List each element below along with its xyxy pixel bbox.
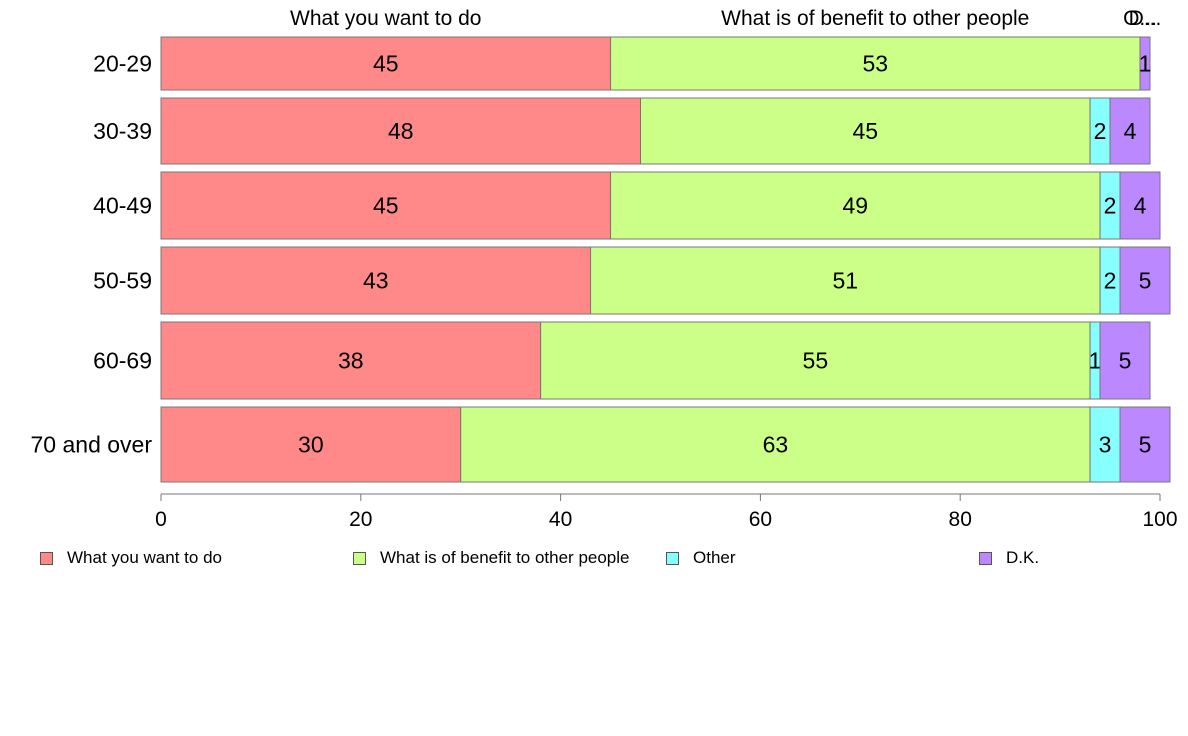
data-label: 55 [803,348,829,374]
bar-40-49-what-you-want-to-do [160,171,612,240]
data-label: 53 [862,51,888,77]
legend-swatch [979,551,992,565]
category-label-60-69: 60-69 [93,348,152,374]
data-label: 4 [1134,193,1147,219]
data-label: 43 [363,268,389,294]
bar-30-39-what-is-of-benefit-to-other-people [640,97,1091,165]
legend-label: What is of benefit to other people [380,548,630,567]
data-label: 2 [1104,193,1117,219]
data-label: 45 [373,193,399,219]
legend-item-what-is-of-benefit-to-other-people: What is of benefit to other people [353,548,630,568]
top-label-what-you-want-to-do: What you want to do [290,7,481,30]
bar-70-and-over-what-is-of-benefit-to-other-people [460,406,1091,483]
bars: 45 53 148 45 2 445 49 2 443 51 2 538 55 1 530 63 3 5 [160,36,1171,483]
legend-swatch [353,551,366,565]
data-label: 38 [338,348,364,374]
x-tick-label: 80 [949,508,972,531]
data-label: 45 [852,118,878,144]
top-label-what-is-of-benefit-to-other-people: What is of benefit to other people [721,7,1029,30]
data-label: 1 [1139,51,1152,77]
legend-item-other: Other [666,548,736,568]
legend-swatch [40,551,53,565]
bar-60-69-what-you-want-to-do [160,321,542,400]
top-label-d-k: D... [1129,7,1162,30]
bar-60-69-d-k [1099,321,1151,400]
data-label: 49 [843,193,869,219]
bar-50-59-what-is-of-benefit-to-other-people [590,246,1101,315]
legend-label: D.K. [1006,548,1040,567]
bar-50-59-d-k [1119,246,1171,315]
data-label: 2 [1104,268,1117,294]
legend-item-what-you-want-to-do: What you want to do [40,548,222,568]
bar-30-39-what-you-want-to-do [160,97,642,165]
bar-70-and-over-what-you-want-to-do [160,406,462,483]
data-label: 5 [1139,432,1152,458]
data-label: 30 [298,432,324,458]
data-label: 45 [373,51,399,77]
top-label-other: O... [1123,7,1157,30]
x-tick-label: 20 [349,508,372,531]
data-label: 1 [1089,348,1102,374]
bar-30-39-d-k [1109,97,1151,165]
bar-50-59-what-you-want-to-do [160,246,592,315]
data-label: 3 [1099,432,1112,458]
category-labels: 20-29 30-39 40-49 50-59 60-69 70 and over [31,51,153,458]
category-label-20-29: 20-29 [93,51,152,77]
data-label: 63 [763,432,789,458]
category-label-70-and-over: 70 and over [31,432,153,458]
data-label: 5 [1139,268,1152,294]
legend-label: Other [693,548,736,567]
x-tick-label: 40 [549,508,572,531]
top-segment-labels: What you want to do What is of benefit to… [290,7,1161,30]
x-tick-label: 60 [749,508,772,531]
bar-70-and-over-other [1089,406,1121,483]
bar-20-29-d-k [1139,36,1151,91]
data-label: 5 [1119,348,1132,374]
category-label-50-59: 50-59 [93,268,152,294]
bar-20-29-what-is-of-benefit-to-other-people [610,36,1141,91]
bar-40-49-d-k [1119,171,1161,240]
data-label: 2 [1094,118,1107,144]
data-label: 51 [833,268,859,294]
legend-item-d-k: D.K. [979,548,1039,568]
bar-40-49-what-is-of-benefit-to-other-people [610,171,1101,240]
category-label-30-39: 30-39 [93,118,152,144]
legend-swatch [666,551,679,565]
legend-label: What you want to do [67,548,222,567]
category-label-40-49: 40-49 [93,193,152,219]
bar-60-69-what-is-of-benefit-to-other-people [540,321,1091,400]
x-tick-label: 0 [155,508,167,531]
x-tick-label: 100 [1142,508,1177,531]
data-label: 4 [1124,118,1137,144]
data-label: 48 [388,118,414,144]
bar-70-and-over-d-k [1119,406,1171,483]
x-axis: 0 20 40 60 80 100 [155,493,1178,531]
legend: What you want to do What is of benefit to… [0,548,1188,570]
